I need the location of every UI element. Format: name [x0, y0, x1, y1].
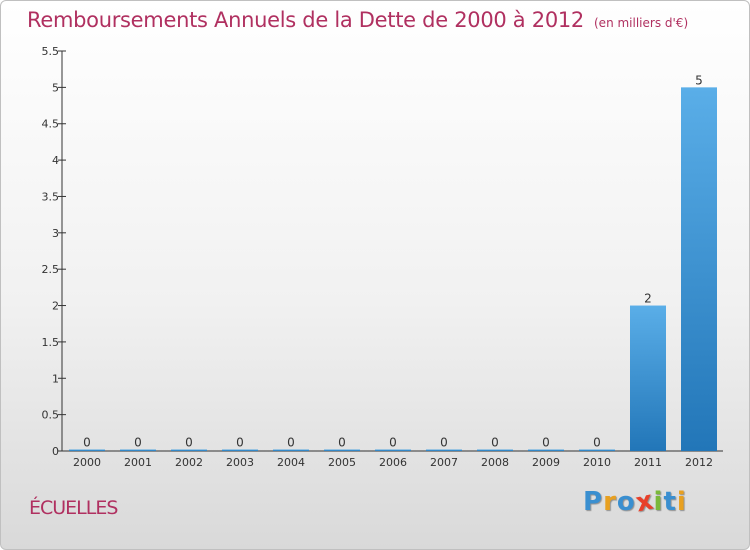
bar: [324, 449, 360, 451]
bar: [171, 449, 207, 451]
bar: [69, 449, 105, 451]
logo-letter: o: [616, 487, 636, 517]
y-tick-label: 0.5: [42, 409, 60, 422]
logo-letter: t: [663, 487, 677, 517]
bar-value-label: 0: [185, 436, 193, 450]
x-axis: 2000 2001 2002 2003 2004 2005 2006 2007 2008 2009…: [62, 450, 723, 469]
bar-value-label: 0: [287, 436, 295, 450]
y-tick-label: 0: [52, 445, 59, 458]
bar-value-label: 0: [440, 436, 448, 450]
x-tick-label: 2003: [226, 456, 254, 469]
bar-value-label: 2: [644, 292, 652, 306]
bar: [426, 449, 462, 451]
commune-name: ÉCUELLES: [29, 497, 118, 519]
bar: [273, 449, 309, 451]
x-tick-label: 2011: [634, 456, 662, 469]
x-tick-label: 2006: [379, 456, 407, 469]
bar-value-label: 0: [236, 436, 244, 450]
bar-value-label: 0: [134, 436, 142, 450]
x-tick-label: 2000: [73, 456, 101, 469]
bar-value-label: 0: [83, 436, 91, 450]
logo-letter: r: [603, 487, 617, 517]
x-tick-label: 2005: [328, 456, 356, 469]
x-tick-label: 2002: [175, 456, 203, 469]
bar-value-label: 0: [593, 436, 601, 450]
bar-value-label: 5: [695, 73, 703, 87]
bar-value-label: 0: [389, 436, 397, 450]
bar: [528, 449, 564, 451]
y-tick-label: 4.5: [42, 118, 60, 131]
bar: [477, 449, 513, 451]
bar: [375, 449, 411, 451]
bar: [681, 87, 717, 451]
y-tick-label: 1: [52, 372, 59, 385]
y-tick-label: 5.5: [42, 45, 60, 58]
data-labels: 0 0 0 0 0 0 0 0 0 0 0 2 5: [83, 73, 703, 449]
bars: [69, 87, 717, 451]
bar: [630, 305, 666, 451]
chart-title: Remboursements Annuels de la Dette de 20…: [27, 8, 688, 32]
x-tick-label: 2012: [685, 456, 713, 469]
bar-value-label: 0: [338, 436, 346, 450]
chart-subtitle: (en milliers d'€): [594, 16, 689, 30]
y-tick-label: 2.5: [42, 263, 60, 276]
proxiti-logo[interactable]: Proxiti: [583, 485, 687, 518]
y-tick-label: 4: [52, 154, 59, 167]
bar-value-label: 0: [542, 436, 550, 450]
bar-value-label: 0: [491, 436, 499, 450]
x-tick-label: 2009: [532, 456, 560, 469]
bar: [579, 449, 615, 451]
logo-letter: i: [676, 487, 687, 517]
x-tick-label: 2008: [481, 456, 509, 469]
bar: [120, 449, 156, 451]
y-tick-label: 2: [52, 300, 59, 313]
y-tick-label: 3: [52, 227, 59, 240]
bar: [222, 449, 258, 451]
y-tick-label: 3.5: [42, 190, 60, 203]
x-tick-label: 2004: [277, 456, 305, 469]
logo-letter: i: [653, 487, 664, 517]
chart-title-text: Remboursements Annuels de la Dette de 20…: [27, 8, 584, 32]
x-tick-label: 2001: [124, 456, 152, 469]
y-tick-label: 1.5: [42, 336, 60, 349]
x-tick-label: 2007: [430, 456, 458, 469]
logo-letter: P: [583, 487, 604, 517]
x-tick-label: 2010: [583, 456, 611, 469]
y-tick-label: 5: [52, 81, 59, 94]
y-axis: 0 0.5 1 1.5 2 2.5 3 3.5 4 4.5 5 5.5: [42, 45, 66, 458]
